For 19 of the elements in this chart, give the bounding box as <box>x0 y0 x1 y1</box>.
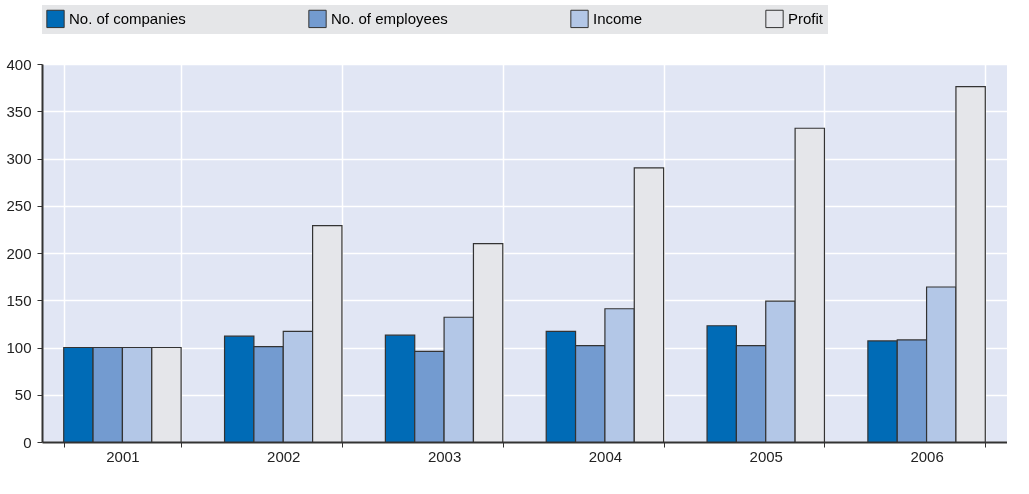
y-tick-label: 50 <box>14 386 32 404</box>
y-tick-label: 250 <box>6 197 32 215</box>
x-tick-label: 2003 <box>427 447 462 465</box>
y-tick-label: 0 <box>23 433 32 451</box>
legend-label: Profit <box>788 9 824 27</box>
x-tick-label: 2001 <box>106 447 140 465</box>
y-tick-label: 150 <box>6 291 32 309</box>
x-tick-label: 2006 <box>910 447 944 465</box>
y-tick-label: 400 <box>6 55 32 73</box>
x-tick-label: 2002 <box>267 447 301 465</box>
y-tick-label: 300 <box>6 150 32 167</box>
y-tick-label: 350 <box>6 102 32 120</box>
legend-label: Income <box>593 9 643 27</box>
legend-label: No. of employees <box>331 9 448 27</box>
x-tick-label: 2004 <box>588 447 623 465</box>
x-tick-label: 2005 <box>749 447 783 465</box>
legend-label: No. of companies <box>69 9 186 27</box>
y-tick-label: 200 <box>6 244 32 262</box>
y-tick-label: 100 <box>6 339 32 356</box>
